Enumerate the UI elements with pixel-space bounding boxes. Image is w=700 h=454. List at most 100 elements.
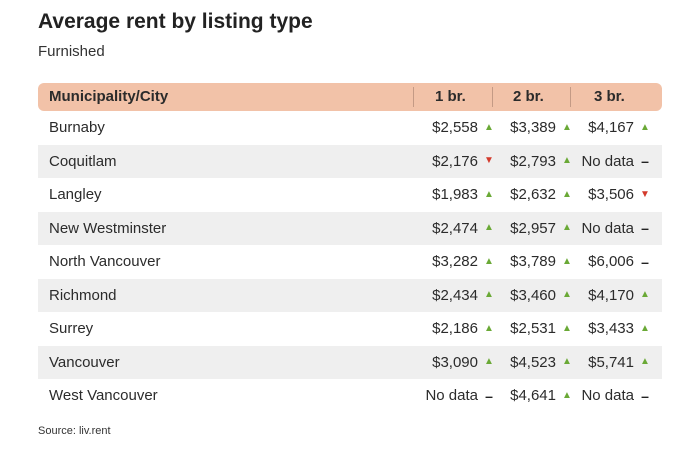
rent-1br-cell: $2,474 ▲ [432,212,496,246]
city-name: West Vancouver [49,387,158,405]
city-name: North Vancouver [49,253,161,271]
table-row: Burnaby $2,558 ▲ $3,389 ▲ $4,167 ▲ [38,111,662,145]
no-change-icon: – [641,220,649,237]
table-row: Surrey $2,186 ▲ $2,531 ▲ $3,433 ▲ [38,312,662,346]
rent-3br-value: $4,170 [588,286,634,304]
trend-up-icon: ▲ [562,121,572,133]
trend-up-icon: ▲ [562,188,572,200]
rent-3br-cell: $6,006– [588,245,652,279]
rent-3br-value: $3,506 [588,186,634,204]
header-3br: 3 br. [594,88,625,105]
rent-2br-value: $2,531 [510,320,556,338]
rent-3br-cell: No data – [581,145,652,179]
rent-1br-cell: $2,434 ▲ [432,279,496,313]
rent-1br-value: No data [425,387,478,405]
header-divider [413,87,414,107]
table-row: West Vancouver No data – $4,641 ▲ No data – [38,379,662,413]
rent-1br-cell: $2,186 ▲ [432,312,496,346]
rent-3br-cell: $4,167 ▲ [588,111,652,145]
rent-1br-cell: $3,282 ▲ [432,245,496,279]
rent-3br-cell: No data – [581,379,652,413]
rent-3br-cell: $4,170 ▲ [588,279,652,313]
rent-1br-cell: No data – [425,379,496,413]
rent-3br-value: $4,167 [588,119,634,137]
table-header: Municipality/City 1 br. 2 br. 3 br. [38,83,662,111]
no-change-icon: – [641,387,649,404]
rent-1br-cell: $3,090 ▲ [432,346,496,380]
trend-up-icon: ▲ [562,255,572,267]
rent-1br-value: $2,434 [432,286,478,304]
city-name: Richmond [49,286,117,304]
city-name: Burnaby [49,119,105,137]
trend-up-icon: ▲ [640,289,650,301]
rent-2br-cell: $4,523 ▲ [510,346,574,380]
rent-1br-value: $3,282 [432,253,478,271]
trend-up-icon: ▲ [562,389,572,401]
trend-up-icon: ▲ [484,322,494,334]
header-divider [492,87,493,107]
rent-2br-value: $3,389 [510,119,556,137]
city-name: Langley [49,186,102,204]
rent-2br-value: $4,523 [510,353,556,371]
trend-up-icon: ▲ [640,356,650,368]
trend-up-icon: ▲ [484,289,494,301]
no-change-icon: – [485,387,493,404]
header-municipality: Municipality/City [49,88,169,105]
header-divider [570,87,571,107]
trend-up-icon: ▲ [562,222,572,234]
city-name: Coquitlam [49,152,117,170]
trend-up-icon: ▲ [484,121,494,133]
table-row: New Westminster $2,474 ▲ $2,957 ▲ No data – [38,211,662,246]
rent-2br-value: $3,789 [510,253,556,271]
rent-2br-cell: $2,957 ▲ [510,212,574,246]
rent-1br-value: $2,558 [432,119,478,137]
rent-3br-cell: No data – [581,212,652,246]
rent-1br-value: $3,090 [432,353,478,371]
rent-3br-cell: $5,741 ▲ [588,346,652,380]
rent-2br-cell: $2,632 ▲ [510,178,574,212]
trend-up-icon: ▲ [484,222,494,234]
trend-up-icon: ▲ [562,289,572,301]
rent-2br-value: $3,460 [510,286,556,304]
rent-3br-value: $3,433 [588,320,634,338]
chart-title: Average rent by listing type [38,10,313,33]
trend-up-icon: ▲ [562,155,572,167]
trend-up-icon: ▲ [562,322,572,334]
rent-1br-value: $1,983 [432,186,478,204]
rent-2br-cell: $3,389 ▲ [510,111,574,145]
table-row: Coquitlam $2,176 ▼ $2,793 ▲ No data – [38,144,662,179]
rent-2br-cell: $2,793 ▲ [510,145,574,179]
rent-2br-value: $2,793 [510,152,556,170]
rent-1br-cell: $2,558 ▲ [432,111,496,145]
rent-1br-value: $2,176 [432,152,478,170]
rent-2br-value: $2,957 [510,219,556,237]
rent-table: Municipality/City 1 br. 2 br. 3 br. Burn… [38,83,662,413]
rent-1br-cell: $2,176 ▼ [432,145,496,179]
rent-2br-cell: $3,789 ▲ [510,245,574,279]
rent-2br-cell: $2,531 ▲ [510,312,574,346]
rent-1br-value: $2,186 [432,320,478,338]
source-note: Source: liv.rent [38,425,111,437]
city-name: New Westminster [49,219,167,237]
rent-2br-value: $4,641 [510,387,556,405]
trend-up-icon: ▲ [562,356,572,368]
rent-1br-value: $2,474 [432,219,478,237]
rent-2br-cell: $4,641 ▲ [510,379,574,413]
rent-3br-cell: $3,433 ▲ [588,312,652,346]
table-row: North Vancouver $3,282 ▲ $3,789 ▲ $6,006– [38,245,662,279]
header-1br: 1 br. [435,88,466,105]
city-name: Surrey [49,320,94,338]
rent-3br-value: $6,006 [588,253,634,271]
rent-3br-cell: $3,506 ▼ [588,178,652,212]
rent-3br-value: $5,741 [588,353,634,371]
rent-2br-value: $2,632 [510,186,556,204]
trend-up-icon: ▲ [484,356,494,368]
trend-up-icon: ▲ [484,188,494,200]
trend-up-icon: ▲ [640,121,650,133]
trend-down-icon: ▼ [484,155,494,167]
rent-3br-value: No data [581,387,634,405]
table-row: Langley $1,983 ▲ $2,632 ▲ $3,506 ▼ [38,178,662,212]
header-2br: 2 br. [513,88,544,105]
rent-3br-value: No data [581,219,634,237]
rent-1br-cell: $1,983 ▲ [432,178,496,212]
